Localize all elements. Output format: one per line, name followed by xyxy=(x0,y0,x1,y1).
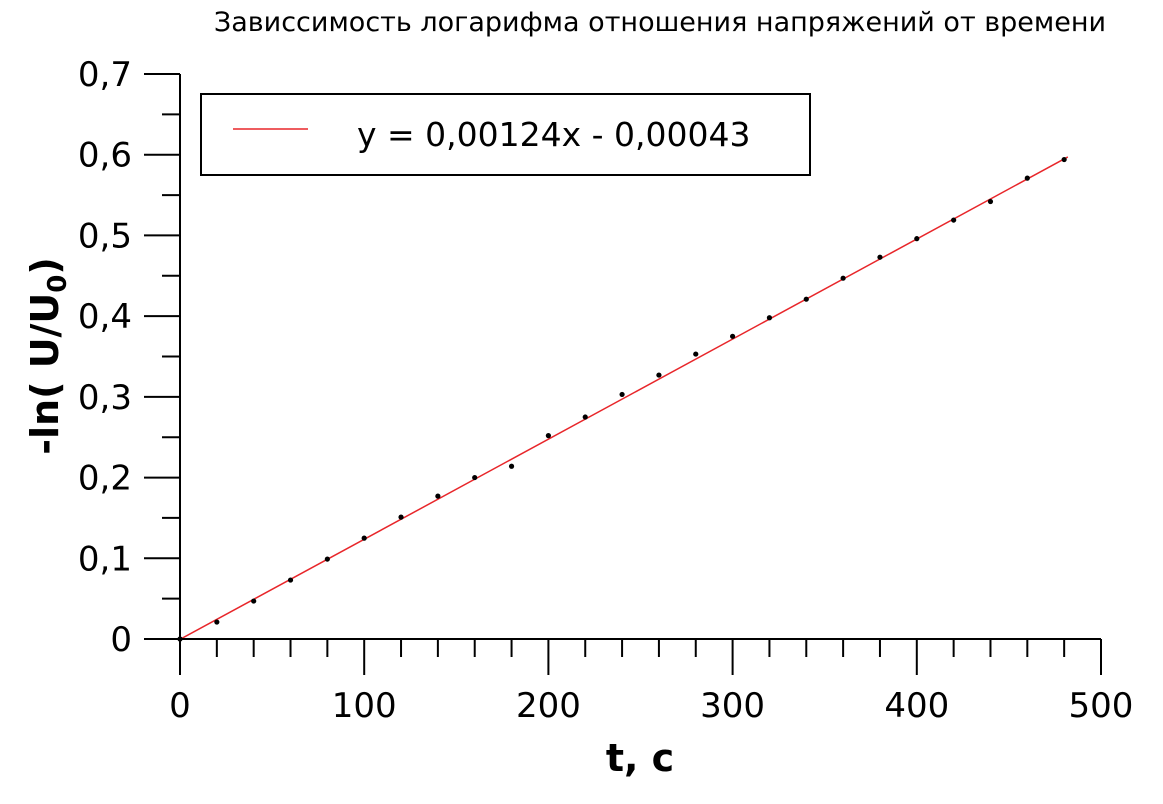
y-tick-label: 0 xyxy=(110,620,132,660)
x-tick-label: 100 xyxy=(332,686,397,726)
y-tick-label: 0,2 xyxy=(78,459,132,499)
chart-title: Зависсимость логарифма отношения напряже… xyxy=(214,7,1106,38)
data-point xyxy=(545,433,552,439)
data-point xyxy=(1061,156,1067,163)
y-tick-label: 0,6 xyxy=(78,136,132,176)
y-tick-label: 0,1 xyxy=(78,539,132,579)
data-point xyxy=(435,493,441,499)
y-axis-title-main: -ln( U/U xyxy=(23,293,67,455)
data-point xyxy=(508,463,515,469)
y-axis-ticks: 0 0,1 0,2 0,3 0,4 0,5 0,6 0,7 xyxy=(78,55,180,660)
y-axis-title-close: ) xyxy=(23,257,67,274)
data-point xyxy=(987,198,994,205)
fit-line xyxy=(179,156,1069,641)
data-point xyxy=(472,474,478,481)
x-tick-label: 500 xyxy=(1069,686,1134,726)
y-tick-label: 0,3 xyxy=(78,378,132,418)
data-point xyxy=(214,619,220,625)
data-point xyxy=(251,598,257,604)
x-axis-title: t, c xyxy=(606,736,674,780)
y-tick-label: 0,4 xyxy=(78,297,132,337)
data-point xyxy=(730,333,736,339)
data-point xyxy=(582,414,588,420)
data-point xyxy=(619,391,625,398)
data-point xyxy=(398,514,404,520)
legend-label-fit: y = 0,00124x - 0,00043 xyxy=(357,115,751,154)
data-point xyxy=(766,315,773,321)
y-axis-title: -ln( U/U0) xyxy=(23,257,73,455)
data-point xyxy=(914,236,920,242)
y-tick-label: 0,7 xyxy=(78,55,132,95)
data-point xyxy=(656,372,662,378)
x-tick-label: 200 xyxy=(516,686,581,726)
x-tick-label: 300 xyxy=(700,686,765,726)
data-point xyxy=(840,275,846,281)
data-point xyxy=(361,535,367,541)
data-point xyxy=(693,351,699,357)
legend-box xyxy=(200,93,811,176)
data-point xyxy=(803,296,809,302)
data-points-layer xyxy=(177,156,1067,642)
x-tick-label: 0 xyxy=(169,686,191,726)
data-point xyxy=(951,217,957,223)
y-axis-title-subscript: 0 xyxy=(43,275,73,293)
x-axis-ticks: 0 100 200 300 400 500 xyxy=(169,639,1133,726)
data-point xyxy=(1024,175,1030,181)
y-tick-label: 0,5 xyxy=(78,216,132,256)
data-point xyxy=(287,577,294,583)
x-tick-label: 400 xyxy=(884,686,949,726)
fit-line-layer xyxy=(179,156,1069,641)
legend: y = 0,00124x - 0,00043 xyxy=(200,93,811,176)
data-point xyxy=(324,556,330,562)
data-point xyxy=(877,254,883,260)
